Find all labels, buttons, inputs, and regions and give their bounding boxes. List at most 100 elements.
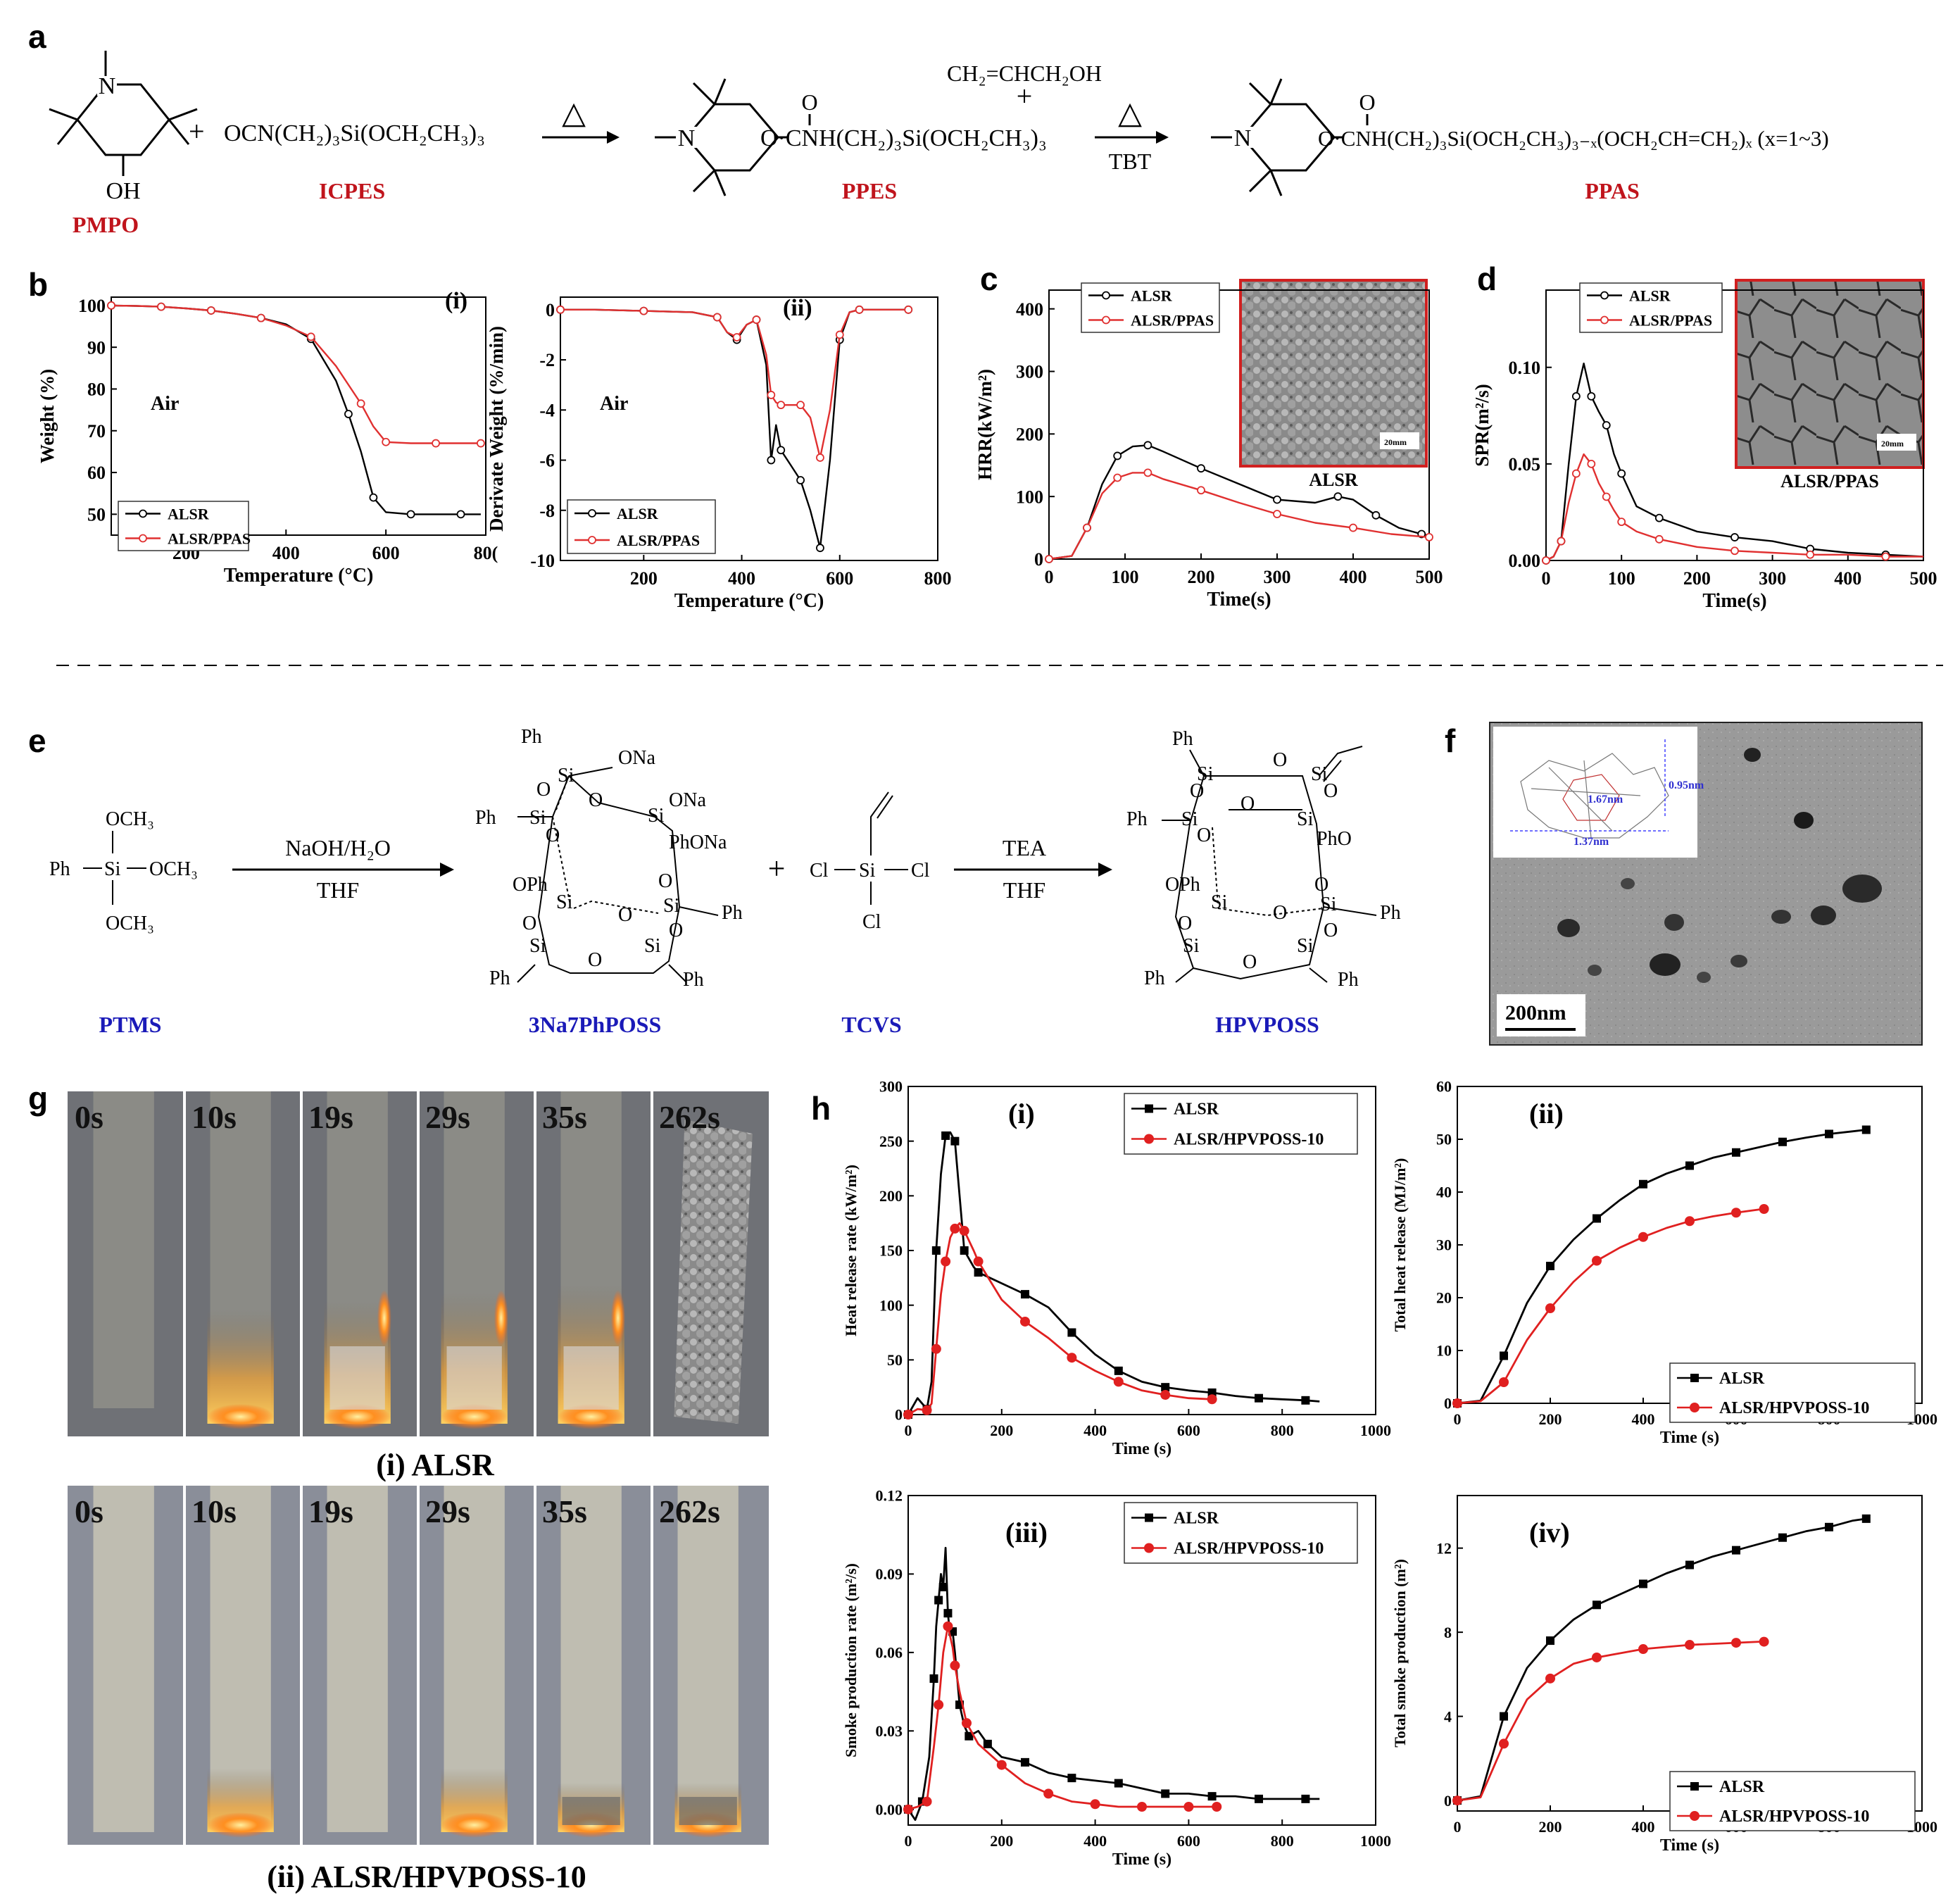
data-point <box>1545 1303 1555 1313</box>
y-tick-label: 70 <box>87 421 106 441</box>
chart-tag: (ii) <box>783 295 812 321</box>
ppes-formula: O·CNH(CH₂)₃Si(OCH₂CH₃)₃ <box>760 125 1047 151</box>
tcvs-cl-right: Cl <box>911 860 930 882</box>
hpv-o4: O <box>1240 793 1255 815</box>
hpv-o5: O <box>1197 825 1211 846</box>
series-line-alsr <box>1545 363 1924 562</box>
legend-box <box>118 501 249 551</box>
chart-h-iii: 0 200 400 600 800 1000 0.00 0.03 0.06 0.09 0.12 Tim… <box>842 1487 1391 1869</box>
photo-divider <box>417 1091 420 1436</box>
legend-label: ALSR/HPVPOSS-10 <box>1719 1807 1869 1826</box>
flame-glow <box>441 1812 508 1838</box>
na-poss-ph1: Ph <box>521 726 542 748</box>
tcvs-si: Si <box>859 860 876 882</box>
tcvs-cl-bottom: Cl <box>862 911 881 933</box>
x-tick-label: 200 <box>630 568 658 589</box>
photo-frame-i-3: 29s <box>425 1091 508 1429</box>
data-point <box>1500 1712 1508 1721</box>
x-axis-label: Time(s) <box>1702 590 1766 612</box>
data-point <box>306 332 315 341</box>
data-point <box>406 510 415 519</box>
heat-symbol-1: △ <box>562 96 586 130</box>
x-axis-label: Time (s) <box>1112 1440 1171 1458</box>
y-tick-label: 100 <box>1016 487 1043 507</box>
legend-marker <box>1690 1374 1699 1382</box>
x-tick-label: 800 <box>1271 1422 1294 1439</box>
side-flame <box>377 1290 391 1346</box>
data-point <box>344 410 353 418</box>
time-label: 29s <box>425 1493 470 1529</box>
y-axis-label: Derivate Weight (%/min) <box>486 326 507 532</box>
condition-2-bottom: THF <box>1003 877 1045 903</box>
data-point <box>1759 1636 1769 1647</box>
x-axis-label: Time(s) <box>1207 589 1271 610</box>
time-label: 262s <box>659 1099 720 1135</box>
pmpo-oh: OH <box>106 178 140 204</box>
data-point <box>855 305 864 314</box>
data-point <box>1639 1579 1647 1588</box>
legend-label: ALSR/PPAS <box>168 530 251 548</box>
legend-marker <box>1144 1543 1154 1553</box>
legend-label: ALSR <box>168 506 210 523</box>
na-poss-si7: Si <box>644 935 661 957</box>
y-tick-label: 90 <box>87 337 106 358</box>
data-point <box>1273 495 1281 504</box>
data-point <box>1197 486 1205 495</box>
y-axis-label: SPR(m²/s) <box>1471 384 1493 467</box>
x-tick-label: 200 <box>990 1832 1013 1850</box>
data-point <box>1571 469 1581 478</box>
photo-divider <box>417 1486 420 1845</box>
data-point <box>1545 1673 1555 1684</box>
na-poss-si6: Si <box>529 935 546 957</box>
data-point <box>1730 533 1739 541</box>
legend-marker <box>1600 315 1609 325</box>
caption-g-i: (i) ALSR <box>376 1448 495 1482</box>
data-point <box>752 315 761 324</box>
ptms-structure: Ph Si OCH₃ OCH₃ OCH₃ <box>49 808 198 934</box>
data-point <box>1546 1636 1554 1646</box>
data-point <box>1197 464 1205 473</box>
x-tick-label: 400 <box>1340 567 1367 587</box>
y-tick-label: 60 <box>87 463 106 483</box>
na-poss-o2: O <box>589 789 603 811</box>
legend-marker <box>1690 1403 1700 1412</box>
na-poss-ona2: ONa <box>669 789 706 811</box>
data-point <box>943 1609 953 1618</box>
data-point <box>1161 1789 1170 1798</box>
panel-label-d: d <box>1477 261 1497 297</box>
data-point <box>1301 1794 1310 1803</box>
data-point <box>1113 473 1122 482</box>
data-point <box>959 1226 969 1236</box>
x-tick-label: 400 <box>1632 1818 1655 1836</box>
photo-frame-i-2: 19s <box>308 1091 391 1429</box>
chart-c: 20mm ALSR 0 100 200 300 400 500 0 100 200 300 400 Tim… <box>974 279 1443 610</box>
chart-d: 20mm ALSR/PPAS 0 100 200 300 400 500 0.00 0.05 0.1… <box>1471 279 1937 612</box>
x-tick-label: 300 <box>1759 568 1786 589</box>
legend-marker <box>1102 291 1110 300</box>
data-point <box>904 305 913 314</box>
photo-divider <box>300 1486 303 1845</box>
data-point <box>1806 550 1815 559</box>
x-tick-label: 400 <box>1834 568 1861 589</box>
data-point <box>556 305 565 314</box>
x-tick-label: 1000 <box>1360 1422 1391 1439</box>
data-point <box>1571 391 1581 401</box>
dim-3: 1.37nm <box>1573 836 1609 848</box>
x-tick-label: 500 <box>1910 568 1937 589</box>
legend-marker <box>1690 1811 1700 1821</box>
data-point <box>1685 1640 1695 1650</box>
hpv-si2: Si <box>1311 763 1328 785</box>
na-poss-ona1: ONa <box>618 747 655 769</box>
data-point <box>1452 1398 1462 1408</box>
legend-box <box>1669 1771 1916 1831</box>
photo-divider <box>651 1486 653 1845</box>
plot-frame <box>560 296 938 561</box>
y-tick-label: 50 <box>87 504 106 525</box>
data-point <box>1825 1129 1833 1139</box>
x-tick-label: 200 <box>1539 1818 1562 1836</box>
data-point <box>732 333 741 341</box>
na-poss-ph2: Ph <box>475 807 496 829</box>
heat-symbol-2: △ <box>1118 96 1142 130</box>
series-line-alsr <box>907 1546 1320 1822</box>
condition-1-bottom: THF <box>317 877 359 903</box>
